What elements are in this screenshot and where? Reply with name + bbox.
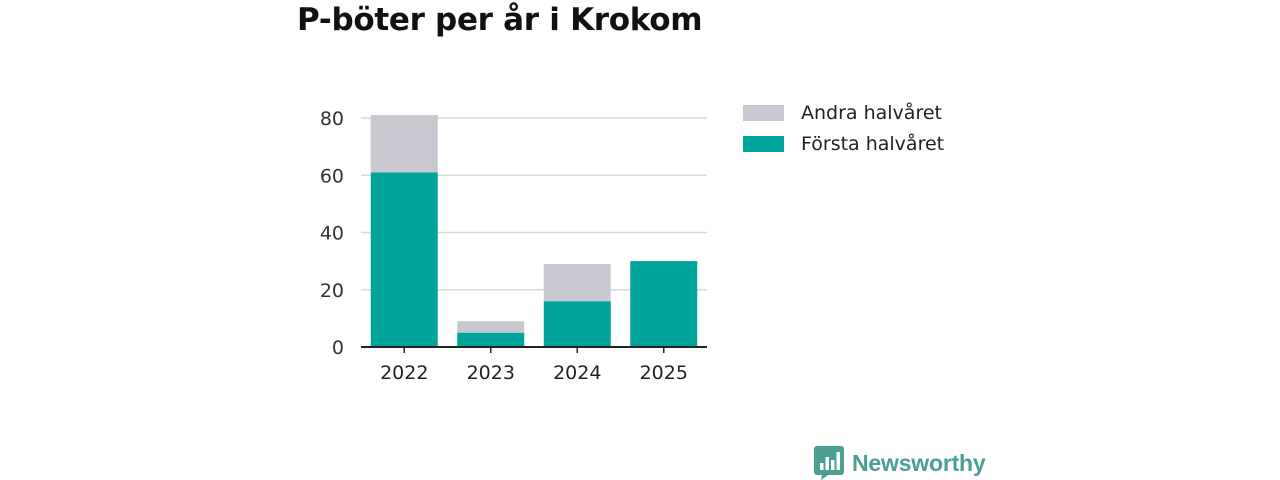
newsworthy-brand: Newsworthy [814, 446, 986, 480]
y-tick-label: 40 [320, 223, 344, 245]
legend: Andra halvåret Första halvåret [743, 97, 944, 159]
y-tick-label: 0 [332, 337, 344, 359]
y-tick-label: 80 [320, 108, 344, 130]
bar-2022-forsta [370, 172, 438, 347]
y-tick-label: 60 [320, 165, 344, 187]
bar-2022-andra [370, 115, 438, 173]
legend-swatch-forsta [743, 135, 784, 152]
chart-title: P-böter per år i Krokom [297, 2, 703, 38]
legend-item-andra: Andra halvåret [743, 97, 944, 128]
x-tick-label: 2023 [467, 362, 515, 384]
legend-item-forsta: Första halvåret [743, 128, 944, 159]
bar-2024-forsta [543, 301, 611, 347]
y-tick-label: 20 [320, 280, 344, 302]
brand-name: Newsworthy [852, 449, 986, 476]
legend-swatch-andra [743, 104, 784, 121]
legend-label-andra: Andra halvåret [801, 101, 942, 124]
legend-label-forsta: Första halvåret [801, 132, 945, 155]
newsworthy-logo-icon [814, 446, 844, 480]
bar-2025-forsta [630, 261, 698, 347]
bar-2023-forsta [457, 332, 525, 347]
bar-2024-andra [543, 263, 611, 302]
x-tick-label: 2025 [640, 362, 688, 384]
bar-2023-andra [457, 321, 525, 333]
x-tick-label: 2024 [553, 362, 601, 384]
x-tick-label: 2022 [380, 362, 428, 384]
